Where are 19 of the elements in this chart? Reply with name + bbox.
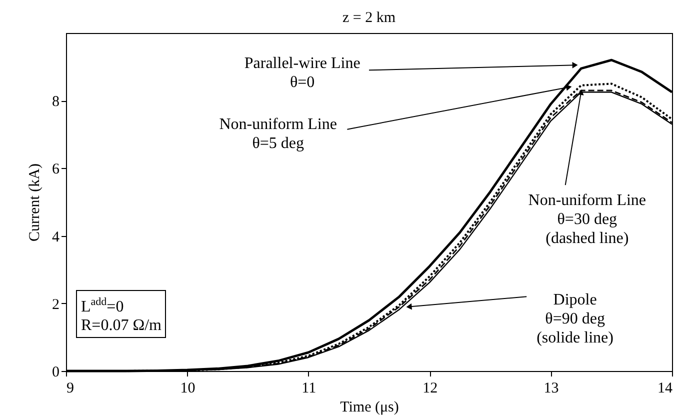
chart-title: z = 2 km (342, 10, 396, 26)
x-axis-title: Time (μs) (340, 400, 399, 416)
y-tick-label: 0 (52, 364, 60, 380)
annotation: Parallel-wire Line θ=0 (244, 54, 360, 91)
annotation: Non-uniform Line θ=5 deg (219, 116, 337, 152)
x-tick-label: 13 (544, 380, 559, 396)
x-tick-label: 12 (422, 380, 438, 396)
y-axis-title: Current (kA) (27, 164, 43, 242)
annotation: Dipole θ=90 deg (solide line) (536, 292, 614, 347)
y-tick-label: 4 (52, 229, 60, 246)
annotation: L$^{add}$=0 R=0.07 Ω/m (76, 290, 166, 338)
x-tick-label: 10 (180, 380, 196, 396)
x-tick-label: 14 (658, 380, 673, 396)
annotation: Non-uniform Line θ=30 deg (dashed line) (528, 192, 646, 247)
y-tick-label: 8 (52, 94, 60, 110)
y-tick-label: 6 (52, 162, 60, 178)
y-tick-label: 2 (52, 296, 60, 313)
x-tick-label: 9 (66, 380, 74, 396)
x-tick-label: 11 (302, 380, 316, 396)
